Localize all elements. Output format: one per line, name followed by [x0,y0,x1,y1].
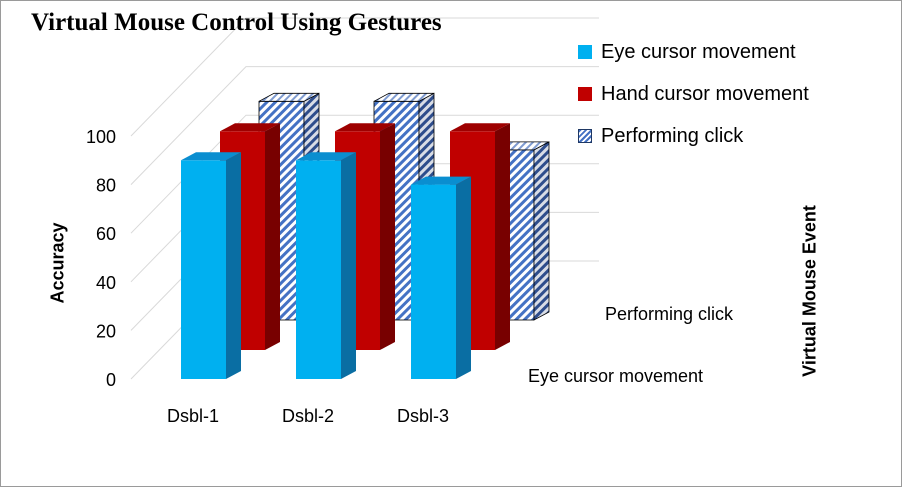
x-tick-label: Dsbl-3 [397,406,449,426]
x-tick-label: Dsbl-1 [167,406,219,426]
bar-front [296,160,341,379]
legend-label: Hand cursor movement [601,82,809,105]
x-tick-label: Dsbl-2 [282,406,334,426]
legend-label: Performing click [601,124,744,147]
legend-swatch-blue [578,45,592,59]
bar-top [450,123,510,132]
legend-item-performing-click: Performing click [578,115,809,157]
bar-side [380,123,395,350]
bar-top [258,92,320,102]
bar-front [181,160,226,379]
y-tick-label: 0 [106,370,116,390]
y-tick-label: 40 [96,273,116,293]
bar [411,176,471,379]
bar-side [495,123,510,350]
y-tick-label: 60 [96,224,116,244]
legend-item-hand-cursor: Hand cursor movement [578,73,809,115]
bar-top [296,152,356,161]
bar-top [181,152,241,161]
bar-side [456,176,471,379]
bar-top [220,123,280,132]
bar-side [533,141,550,321]
bar-side [226,152,241,379]
bar-side [341,152,356,379]
legend-swatch-hatched [578,129,592,143]
gridline [130,114,599,234]
bar-top [335,123,395,132]
depth-axis-label: Performing click [605,304,734,324]
legend: Eye cursor movement Hand cursor movement… [578,31,809,157]
gridline [130,17,599,137]
gridline [130,66,599,185]
chart-title: Virtual Mouse Control Using Gestures [31,9,442,36]
y-axis-label: Accuracy [47,222,68,304]
legend-label: Eye cursor movement [601,40,796,63]
legend-swatch-red [578,87,592,101]
depth-axis-label: Eye cursor movement [528,366,703,386]
depth-axis-title: Virtual Mouse Event [799,205,820,377]
y-tick-label: 100 [86,127,116,147]
bar [220,123,280,350]
bar-top [373,92,435,102]
y-tick-label: 20 [96,321,116,341]
bar [181,152,241,379]
bar [296,152,356,379]
y-tick-label: 80 [96,176,116,196]
bar-top [411,176,471,185]
bar-front [411,184,456,379]
legend-item-eye-cursor: Eye cursor movement [578,31,809,73]
bar-side [265,123,280,350]
